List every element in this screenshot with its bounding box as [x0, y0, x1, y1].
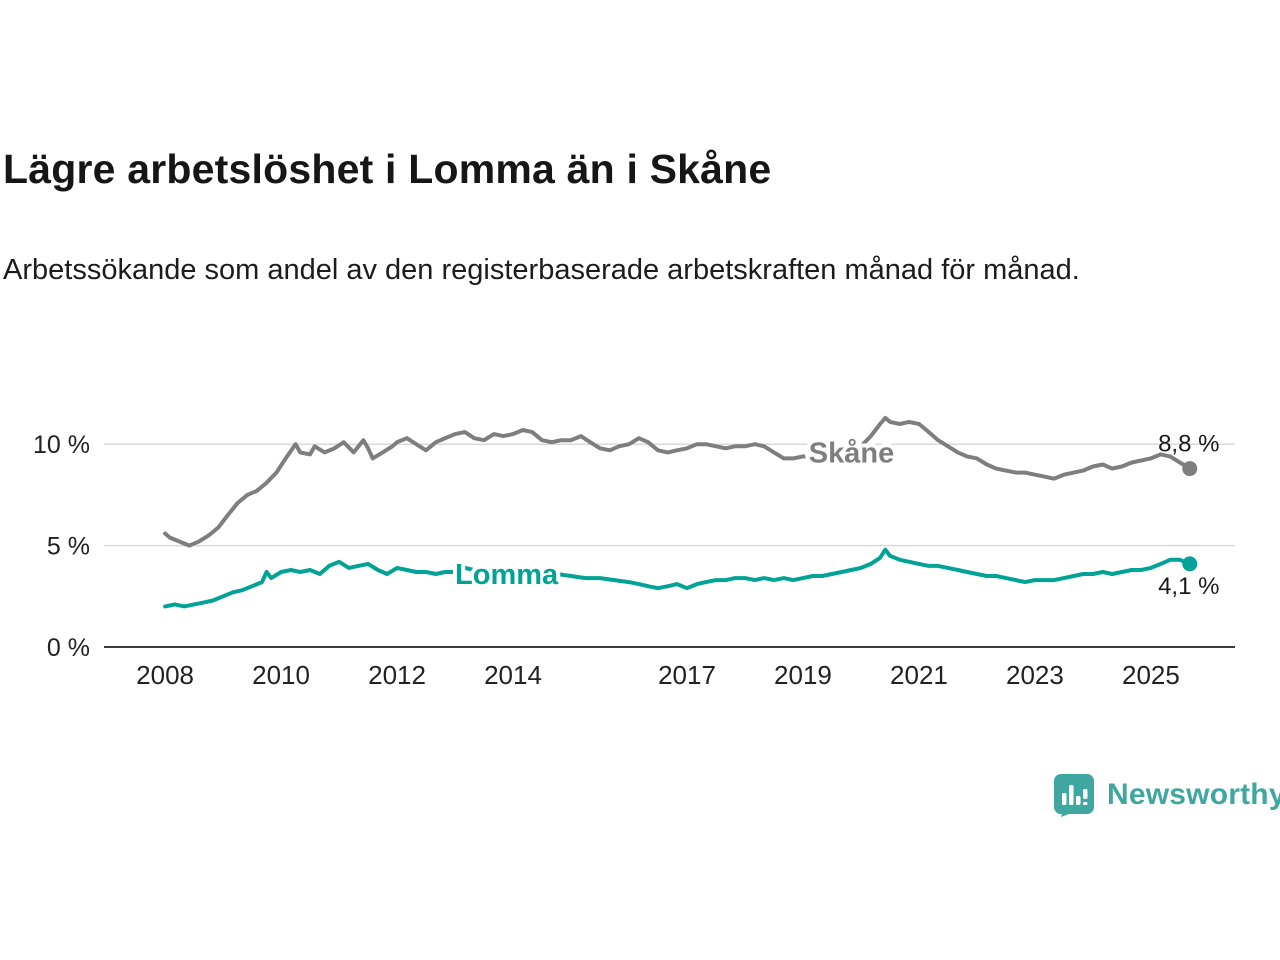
x-tick-label: 2012	[368, 660, 426, 690]
series-label-lomma: Lomma	[455, 559, 559, 591]
y-tick-label: 10 %	[33, 431, 90, 459]
end-dot-skåne	[1182, 461, 1198, 477]
end-value-label-skåne: 8,8 %	[1158, 431, 1219, 458]
logo-bar-2	[1069, 785, 1074, 805]
y-tick-label: 0 %	[47, 634, 90, 662]
x-tick-label: 2023	[1006, 660, 1064, 690]
x-tick-label: 2019	[774, 660, 832, 690]
newsworthy-logo-icon	[1053, 774, 1094, 817]
x-tick-label: 2025	[1122, 660, 1180, 690]
newsworthy-logo: Newsworthy	[1053, 773, 1280, 817]
series-line-lomma	[163, 547, 1192, 609]
logo-dot	[1083, 802, 1088, 805]
y-tick-label: 5 %	[47, 533, 90, 561]
logo-bar-4	[1083, 789, 1088, 799]
logo-bar-3	[1076, 796, 1081, 805]
chart-title: Lägre arbetslöshet i Lomma än i Skåne	[3, 146, 772, 192]
x-tick-label: 2010	[252, 660, 310, 690]
x-tick-label: 2008	[136, 660, 194, 690]
x-tick-label: 2021	[890, 660, 948, 690]
logo-bar-1	[1062, 793, 1067, 805]
logo-bubble	[1053, 774, 1094, 817]
chart-svg: 0 % 5 % 10 % 2008 2010 2012 2014 2017 2019 2021 20…	[33, 415, 1235, 690]
end-value-label-lomma: 4,1 %	[1158, 573, 1219, 600]
unemployment-line-chart: 0 % 5 % 10 % 2008 2010 2012 2014 2017 2019 2021 20…	[0, 393, 1280, 723]
x-tick-label: 2014	[484, 660, 542, 690]
chart-subtitle: Arbetssökande som andel av den registerb…	[3, 254, 1080, 286]
x-tick-label: 2017	[658, 660, 716, 690]
series-line-skåne	[163, 415, 1192, 548]
end-dot-lomma	[1182, 556, 1198, 572]
series-label-skåne: Skåne	[809, 437, 894, 469]
newsworthy-logo-text: Newsworthy	[1107, 778, 1280, 811]
